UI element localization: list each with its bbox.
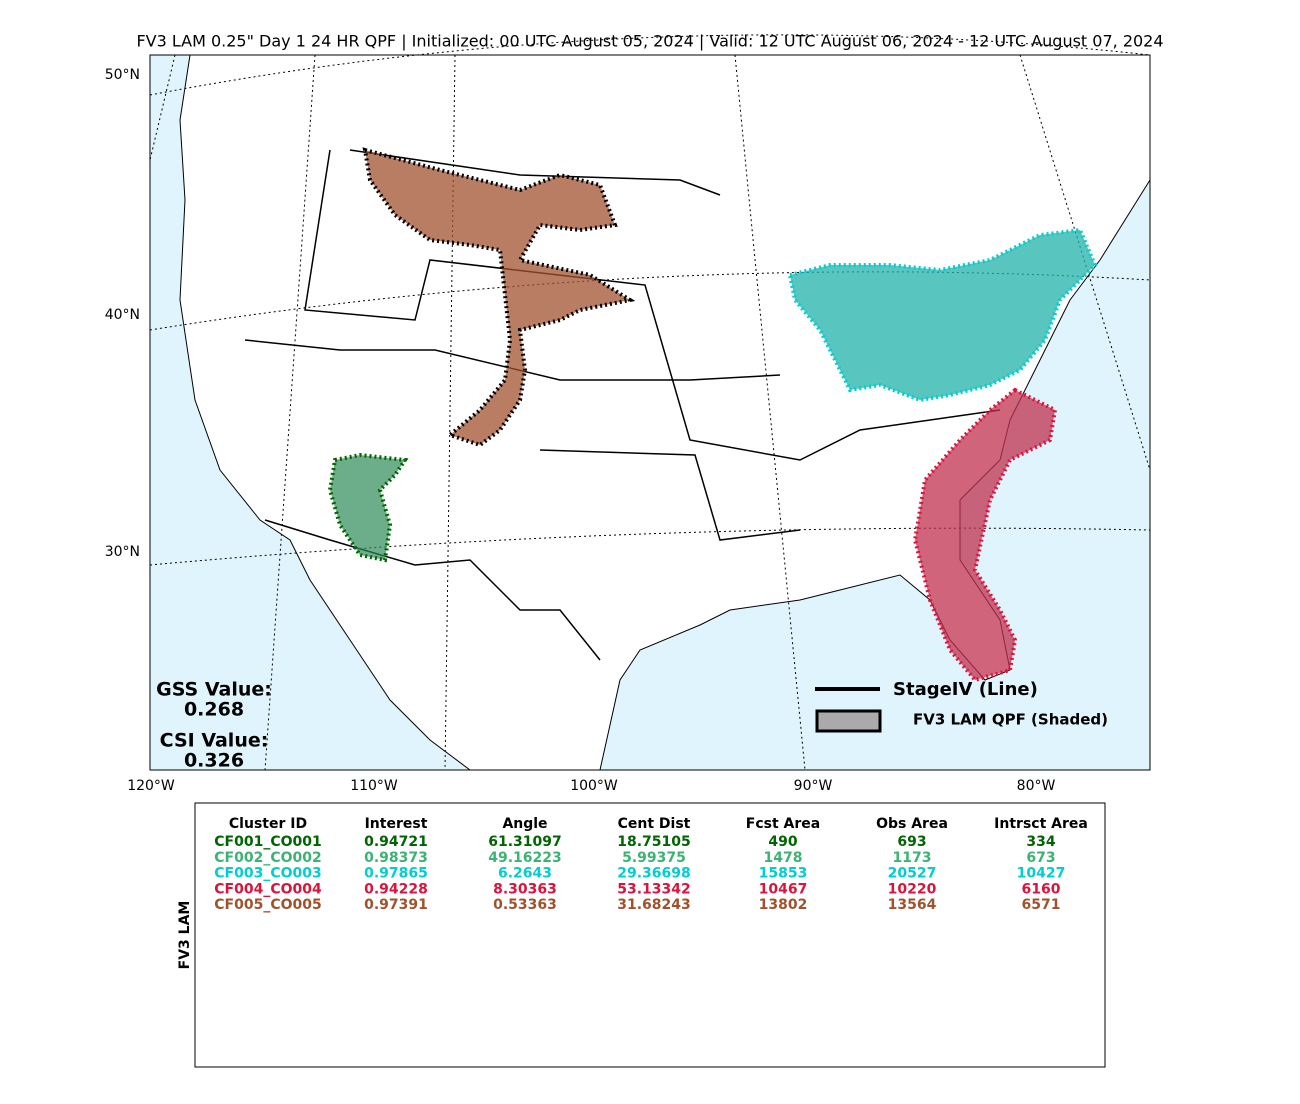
table-cell: 53.13342 (617, 881, 691, 897)
table-header: Fcst Area (746, 816, 820, 832)
graticule (149, 34, 1151, 771)
table-cell: 0.98373 (364, 850, 428, 866)
table-cell: 6.2643 (498, 866, 552, 882)
table-cell: 31.68243 (617, 897, 691, 913)
map-frame (149, 54, 1151, 771)
table-header: Cluster ID (229, 816, 307, 832)
table-cell: 6160 (1022, 881, 1061, 897)
title: FV3 LAM 0.25" Day 1 24 HR QPF | Initiali… (136, 32, 1163, 51)
table-cell: CF005_CO005 (214, 897, 321, 913)
table-header: Angle (502, 816, 547, 832)
table-cell: 10467 (759, 881, 808, 897)
table-cell: 49.16223 (488, 850, 562, 866)
lat-label: 40°N (105, 307, 140, 323)
table-cell: 15853 (759, 866, 808, 882)
map (149, 34, 1151, 771)
table-cell: 1478 (764, 850, 803, 866)
score-text: CSI Value: (160, 730, 269, 752)
table-cell: 8.30363 (493, 881, 557, 897)
table-cell: 0.97865 (364, 866, 428, 882)
lon-label: 90°W (794, 778, 833, 794)
table-header: Intrsct Area (994, 816, 1088, 832)
table-cell: 18.75105 (617, 834, 691, 850)
table-header: Interest (365, 816, 428, 832)
lat-label: 30°N (105, 544, 140, 560)
table-frame (194, 802, 1106, 1068)
table-cell: 5.99375 (622, 850, 686, 866)
table-cell: 0.53363 (493, 897, 557, 913)
table-cell: 10427 (1017, 866, 1066, 882)
table-cell: 490 (768, 834, 797, 850)
table-cell: 693 (897, 834, 926, 850)
table-cell: 1173 (893, 850, 932, 866)
borders (244, 149, 1001, 661)
table-cell: CF003_CO003 (214, 866, 321, 882)
table-cell: 334 (1026, 834, 1055, 850)
table-cell: CF001_CO001 (214, 834, 321, 850)
table-header: Cent Dist (618, 816, 691, 832)
legend-label: StageIV (Line) (893, 679, 1038, 700)
table-cell: 20527 (888, 866, 937, 882)
table-header: Obs Area (876, 816, 948, 832)
table-side-label: FV3 LAM (177, 901, 193, 970)
lon-label: 110°W (350, 778, 398, 794)
lon-label: 120°W (127, 778, 175, 794)
table-cell: 0.94721 (364, 834, 428, 850)
lon-label: 80°W (1017, 778, 1056, 794)
table-cell: 0.97391 (364, 897, 428, 913)
lon-label: 100°W (570, 778, 618, 794)
table-cell: 29.36698 (617, 866, 691, 882)
score-text: 0.326 (184, 750, 244, 772)
legend-label: FV3 LAM QPF (Shaded) (913, 711, 1108, 729)
table-cell: 0.94228 (364, 881, 428, 897)
table-cell: 13802 (759, 897, 808, 913)
qpf-clusters (327, 147, 1098, 683)
table-cell: 6571 (1022, 897, 1061, 913)
table-cell: 673 (1026, 850, 1055, 866)
table-cell: 13564 (888, 897, 937, 913)
table-cell: CF004_CO004 (214, 881, 322, 897)
table-cell: CF002_CO002 (214, 850, 321, 866)
table-cell: 61.31097 (488, 834, 562, 850)
table-cell: 10220 (888, 881, 937, 897)
score-text: 0.268 (184, 699, 244, 721)
lat-label: 50°N (105, 67, 140, 83)
legend-swatch (815, 709, 882, 733)
score-text: GSS Value: (156, 679, 272, 701)
